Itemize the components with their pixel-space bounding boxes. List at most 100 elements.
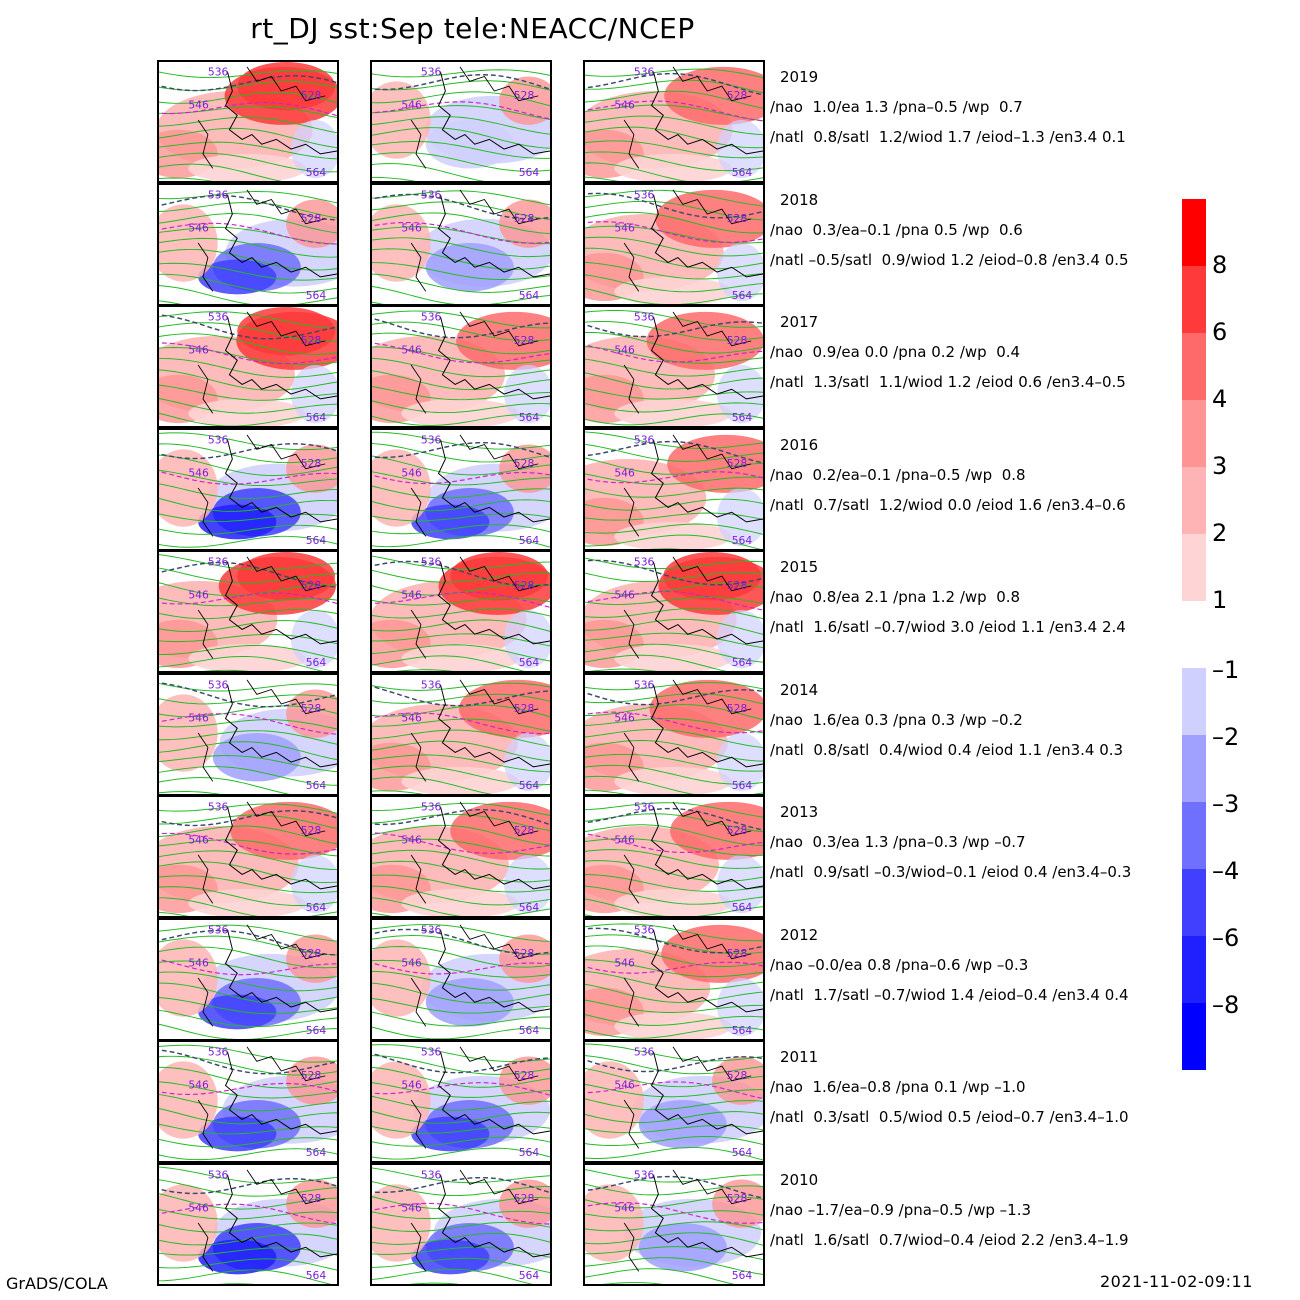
svg-text:564: 564 xyxy=(519,411,540,424)
svg-text:528: 528 xyxy=(301,334,322,347)
svg-text:528: 528 xyxy=(514,211,535,224)
svg-text:528: 528 xyxy=(727,334,748,347)
svg-text:564: 564 xyxy=(306,1024,327,1037)
map-panel-2017-2: 536 528 546 564 xyxy=(370,305,552,428)
map-panel-2016-1: 536 528 546 564 xyxy=(157,427,339,551)
year-label: 2015 xyxy=(780,558,819,576)
index-line-2: /natl 0.7/satl 1.2/wiod 0.0 /eiod 1.6 /e… xyxy=(770,495,1126,514)
map-panel-2016-2: 536 528 546 564 xyxy=(370,427,552,551)
index-line-2: /natl 1.6/satl 0.7/wiod–0.4 /eiod 2.2 /e… xyxy=(770,1230,1129,1249)
svg-text:536: 536 xyxy=(421,801,442,814)
colorbar-label-negative-4: –4 xyxy=(1212,857,1240,885)
svg-text:536: 536 xyxy=(634,66,655,79)
svg-text:528: 528 xyxy=(727,1069,748,1082)
colorbar-swatch-positive-1 xyxy=(1182,199,1206,266)
svg-text:528: 528 xyxy=(301,579,322,592)
map-panel-2010-2: 536 528 546 564 xyxy=(370,1162,552,1286)
svg-text:546: 546 xyxy=(401,343,422,356)
svg-text:528: 528 xyxy=(514,334,535,347)
svg-text:536: 536 xyxy=(634,1168,655,1181)
svg-text:536: 536 xyxy=(421,1168,442,1181)
colorbar-swatch-positive-4 xyxy=(1182,400,1206,467)
svg-text:564: 564 xyxy=(306,166,327,179)
svg-text:528: 528 xyxy=(301,1191,322,1204)
map-panel-2013-2: 536 528 546 564 xyxy=(370,795,552,918)
year-label: 2017 xyxy=(780,313,819,331)
index-line-2: /natl 0.3/satl 0.5/wiod 0.5 /eiod–0.7 /e… xyxy=(770,1108,1129,1126)
svg-text:564: 564 xyxy=(519,1024,540,1037)
colorbar-swatch-positive-2 xyxy=(1182,266,1206,333)
svg-text:546: 546 xyxy=(614,1078,635,1091)
svg-text:546: 546 xyxy=(188,1201,209,1214)
svg-text:528: 528 xyxy=(301,89,322,102)
svg-text:536: 536 xyxy=(208,923,229,936)
svg-text:536: 536 xyxy=(421,556,442,569)
svg-text:536: 536 xyxy=(634,923,655,936)
colorbar-swatch-positive-3 xyxy=(1182,333,1206,400)
svg-text:528: 528 xyxy=(301,824,322,837)
svg-text:564: 564 xyxy=(519,534,540,547)
colorbar-label-positive-6: 1 xyxy=(1212,586,1228,614)
map-panel-2019-3: 536 528 546 564 xyxy=(583,60,765,183)
colorbar-swatch-negative-1 xyxy=(1182,668,1206,735)
svg-text:546: 546 xyxy=(188,711,209,724)
svg-text:546: 546 xyxy=(188,98,209,111)
svg-text:564: 564 xyxy=(519,166,540,179)
svg-text:564: 564 xyxy=(306,656,327,669)
svg-text:564: 564 xyxy=(306,411,327,424)
year-label: 2019 xyxy=(780,68,819,86)
svg-text:546: 546 xyxy=(614,833,635,846)
svg-text:528: 528 xyxy=(514,89,535,102)
svg-text:528: 528 xyxy=(514,456,535,469)
svg-text:546: 546 xyxy=(188,956,209,969)
index-line-1: /nao –0.0/ea 0.8 /pna–0.6 /wp –0.3 xyxy=(770,955,1029,974)
svg-text:564: 564 xyxy=(519,1269,540,1282)
svg-text:536: 536 xyxy=(208,433,229,446)
index-line-2: /natl 0.8/satl 1.2/wiod 1.7 /eiod–1.3 /e… xyxy=(770,128,1126,146)
map-panel-2012-3: 536 528 546 564 xyxy=(583,917,765,1041)
colorbar-label-negative-6: –8 xyxy=(1212,991,1240,1019)
svg-text:528: 528 xyxy=(301,701,322,714)
year-label: 2013 xyxy=(780,803,819,821)
index-line-2: /natl 0.9/satl –0.3/wiod–0.1 /eiod 0.4 /… xyxy=(770,863,1132,881)
svg-text:536: 536 xyxy=(634,556,655,569)
colorbar-swatch-negative-5 xyxy=(1182,936,1206,1003)
svg-text:564: 564 xyxy=(732,901,753,914)
map-panel-2010-3: 536 528 546 564 xyxy=(583,1162,765,1286)
svg-text:536: 536 xyxy=(634,311,655,324)
svg-text:564: 564 xyxy=(519,656,540,669)
svg-text:536: 536 xyxy=(421,1046,442,1059)
svg-text:564: 564 xyxy=(732,1269,753,1282)
svg-text:528: 528 xyxy=(514,1069,535,1082)
svg-text:564: 564 xyxy=(732,289,753,302)
index-line-1: /nao 0.9/ea 0.0 /pna 0.2 /wp 0.4 xyxy=(770,343,1021,361)
svg-text:546: 546 xyxy=(614,588,635,601)
footer-timestamp: 2021-11-02-09:11 xyxy=(1100,1272,1253,1291)
map-panel-2018-3: 536 528 546 564 xyxy=(583,182,765,306)
svg-text:564: 564 xyxy=(306,534,327,547)
svg-text:546: 546 xyxy=(188,466,209,479)
map-panel-2010-1: 536 528 546 564 xyxy=(157,1162,339,1286)
svg-text:528: 528 xyxy=(727,211,748,224)
colorbar-swatch-positive-5 xyxy=(1182,467,1206,534)
svg-text:528: 528 xyxy=(727,946,748,959)
svg-text:536: 536 xyxy=(634,1046,655,1059)
map-panel-2013-3: 536 528 546 564 xyxy=(583,795,765,918)
svg-text:536: 536 xyxy=(634,433,655,446)
index-line-1: /nao 1.0/ea 1.3 /pna–0.5 /wp 0.7 xyxy=(770,98,1023,116)
svg-text:564: 564 xyxy=(732,779,753,792)
colorbar-swatch-negative-4 xyxy=(1182,869,1206,936)
map-panel-2011-2: 536 528 546 564 xyxy=(370,1040,552,1163)
svg-text:536: 536 xyxy=(421,66,442,79)
svg-text:528: 528 xyxy=(727,1191,748,1204)
svg-text:564: 564 xyxy=(306,1269,327,1282)
year-label: 2011 xyxy=(780,1048,819,1066)
svg-text:536: 536 xyxy=(421,311,442,324)
index-line-2: /natl 1.3/satl 1.1/wiod 1.2 /eiod 0.6 /e… xyxy=(770,373,1126,391)
colorbar-swatch-negative-6 xyxy=(1182,1003,1206,1070)
svg-text:536: 536 xyxy=(208,188,229,201)
svg-text:528: 528 xyxy=(514,701,535,714)
svg-text:528: 528 xyxy=(727,456,748,469)
svg-text:528: 528 xyxy=(514,1191,535,1204)
year-label: 2014 xyxy=(780,680,819,699)
